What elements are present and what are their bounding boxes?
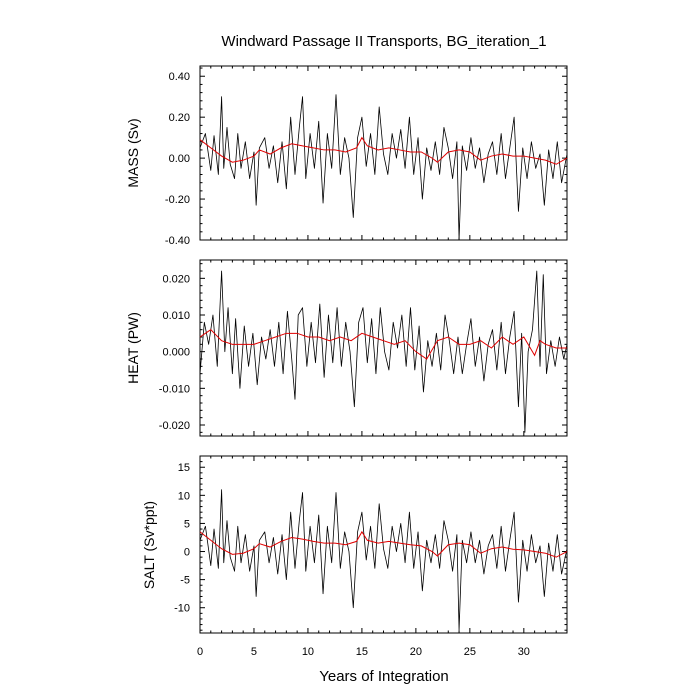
- panel-heat-series: [199, 270, 568, 433]
- panel-heat-y-tick-labels: -0.020 -0.010 0.000 0.010 0.020: [159, 273, 190, 432]
- panel-salt-y-tick-labels: -10 -5 0 5 10 15: [174, 462, 190, 614]
- panel-mass-y-axis-label: MASS (Sv): [125, 118, 141, 187]
- salt-y-tick-label: 0: [184, 547, 190, 559]
- x-tick-label: 15: [356, 646, 368, 658]
- salt-y-tick-label: 5: [184, 518, 190, 530]
- panel-mass-ticks: [199, 66, 568, 241]
- panel-mass-series: [199, 94, 568, 241]
- chart-title: Windward Passage II Transports, BG_itera…: [221, 33, 546, 50]
- salt-y-tick-label: 15: [178, 462, 190, 474]
- heat-y-tick-label: -0.020: [159, 420, 190, 432]
- heat-smoothed-line: [199, 329, 567, 360]
- mass-y-tick-label: 0.40: [169, 71, 190, 83]
- salt-y-tick-label: -5: [180, 575, 190, 587]
- mass-y-tick-label: -0.20: [165, 194, 190, 206]
- mass-y-tick-label: 0.00: [169, 153, 190, 165]
- mass-y-tick-label: -0.40: [165, 235, 190, 247]
- panel-heat: -0.020 -0.010 0.000 0.010 0.020 HEAT (PW): [125, 259, 568, 437]
- mass-y-tick-label: 0.20: [169, 112, 190, 124]
- salt-y-tick-label: 10: [178, 490, 190, 502]
- heat-y-tick-label: 0.000: [162, 347, 190, 359]
- salt-raw-line: [199, 489, 568, 631]
- heat-y-tick-label: 0.020: [162, 273, 190, 285]
- x-tick-label: 0: [197, 646, 203, 658]
- salt-y-tick-label: -10: [174, 603, 190, 615]
- salt-smoothed-line: [199, 530, 568, 558]
- x-tick-label: 20: [410, 646, 422, 658]
- panel-salt-y-axis-label: SALT (Sv*ppt): [141, 501, 157, 589]
- panel-salt-ticks: [199, 455, 568, 633]
- x-axis-label: Years of Integration: [319, 668, 449, 685]
- mass-raw-line: [199, 94, 568, 241]
- panel-salt-x-tick-labels: 0 5 10 15 20 25 30: [197, 646, 530, 658]
- x-tick-label: 10: [302, 646, 314, 658]
- panel-mass: -0.40 -0.20 0.00 0.20 0.40 MASS (Sv): [125, 65, 568, 247]
- panel-salt: -10 -5 0 5 10 15 0 5 10 15 20 25 30 SALT (Sv*ppt): [141, 455, 568, 658]
- x-tick-label: 25: [464, 646, 476, 658]
- heat-y-tick-label: 0.010: [162, 310, 190, 322]
- panel-mass-y-tick-labels: -0.40 -0.20 0.00 0.20 0.40: [165, 71, 190, 247]
- panel-salt-series: [199, 489, 568, 631]
- x-tick-label: 5: [251, 646, 257, 658]
- heat-raw-line: [199, 270, 568, 433]
- panel-heat-ticks: [199, 260, 568, 436]
- mass-smoothed-line: [199, 136, 568, 165]
- heat-y-tick-label: -0.010: [159, 383, 190, 395]
- panel-heat-y-axis-label: HEAT (PW): [125, 312, 141, 384]
- x-tick-label: 30: [518, 646, 530, 658]
